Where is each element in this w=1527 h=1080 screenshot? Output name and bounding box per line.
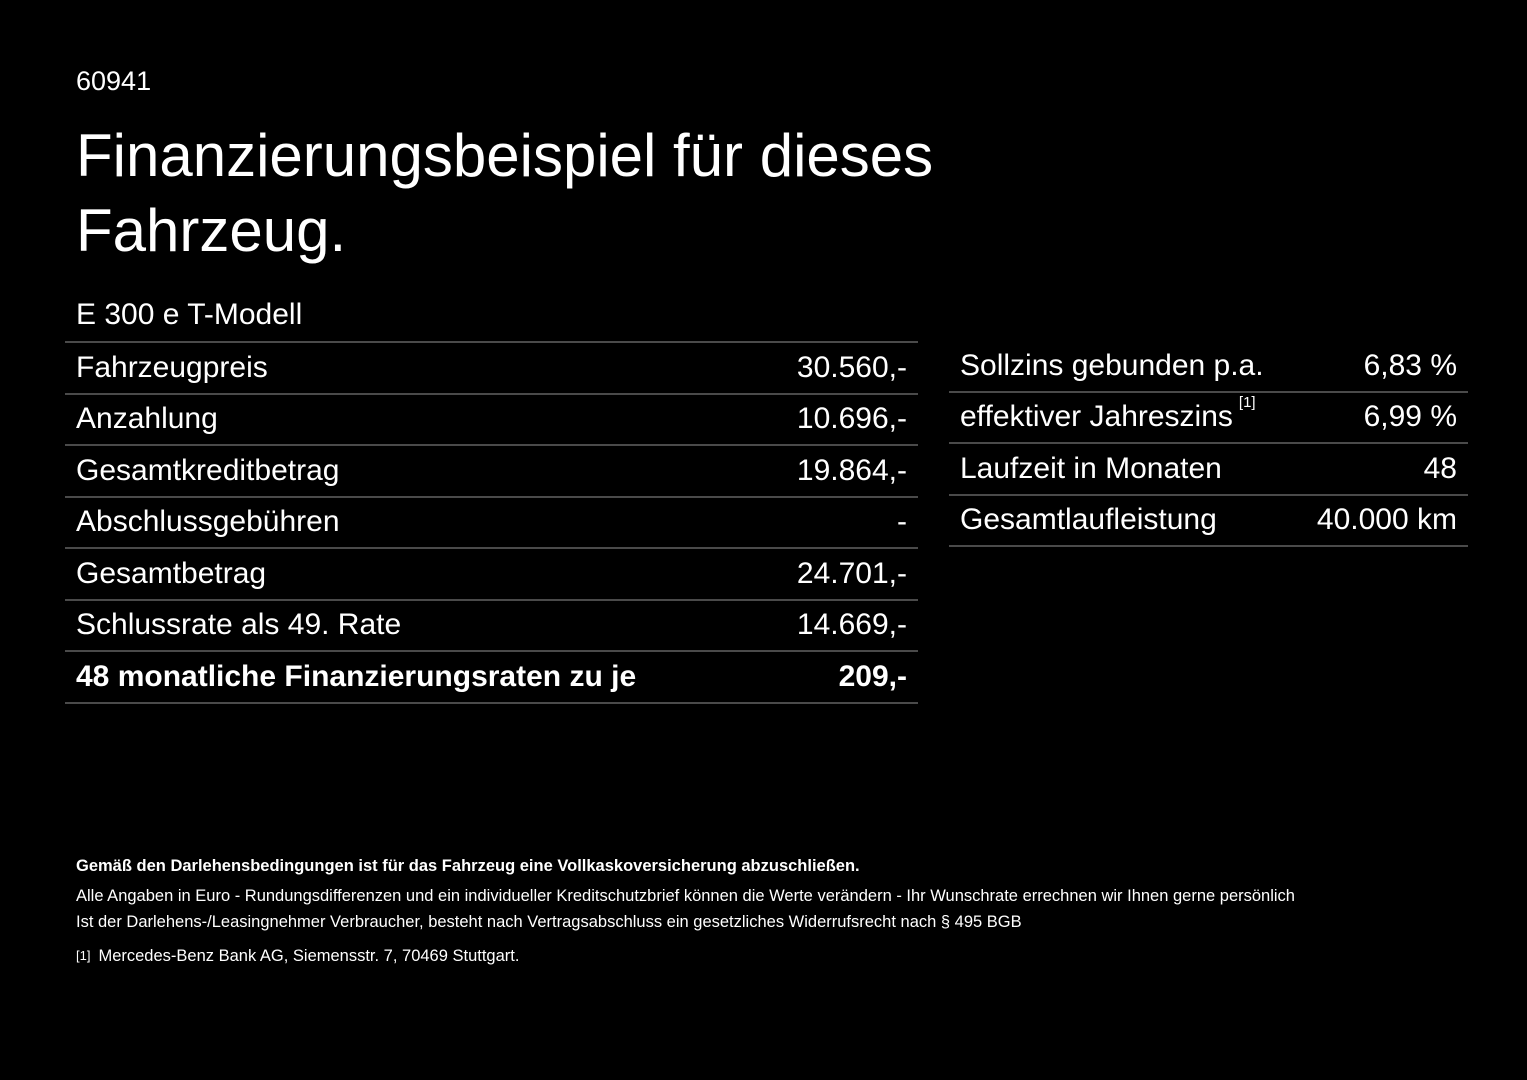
row-label: Laufzeit in Monaten <box>960 451 1222 485</box>
row-value: 24.701,- <box>796 556 907 590</box>
row-value: 209,- <box>838 659 907 693</box>
table-row: Gesamtlaufleistung 40.000 km <box>949 496 1468 547</box>
row-value: 19.864,- <box>796 453 907 487</box>
insurance-note: Gemäß den Darlehensbedingungen ist für d… <box>76 857 860 875</box>
footnote-ref: [1] <box>1238 394 1256 412</box>
legal-notes: Gemäß den Darlehensbedingungen ist für d… <box>76 853 1295 969</box>
row-value: - <box>897 505 907 539</box>
table-row: Fahrzeugpreis 30.560,- <box>65 343 918 395</box>
row-label: 48 monatliche Finanzierungsraten zu je <box>76 659 637 693</box>
model-name: E 300 e T-Modell <box>76 298 303 331</box>
table-row: Schlussrate als 49. Rate 14.669,- <box>65 601 918 652</box>
financing-table: Fahrzeugpreis 30.560,- Anzahlung 10.696,- … <box>65 341 918 704</box>
row-label: Anzahlung <box>76 402 218 436</box>
footnote: [1] Mercedes-Benz Bank AG, Siemensstr. 7,… <box>76 943 1295 969</box>
monthly-rate-row: 48 monatliche Finanzierungsraten zu je 20… <box>65 652 918 704</box>
footnote-text: Mercedes-Benz Bank AG, Siemensstr. 7, 70… <box>98 947 520 965</box>
row-value: 6,99 % <box>1363 400 1457 434</box>
table-row: effektiver Jahreszins [1] 6,99 % <box>949 393 1468 444</box>
table-row: Anzahlung 10.696,- <box>65 395 918 446</box>
row-value: 30.560,- <box>796 350 907 384</box>
row-value: 6,83 % <box>1363 348 1457 382</box>
table-row: Gesamtbetrag 24.701,- <box>65 549 918 601</box>
disclaimer-line: Ist der Darlehens-/Leasingnehmer Verbrau… <box>76 913 1022 931</box>
row-label: Sollzins gebunden p.a. <box>960 348 1264 382</box>
row-label: Fahrzeugpreis <box>76 350 268 384</box>
footnote-marker: [1] <box>76 948 91 963</box>
offer-code: 60941 <box>76 66 152 96</box>
row-label: Schlussrate als 49. Rate <box>76 608 402 642</box>
page-title: Finanzierungsbeispiel für dieses Fahrzeu… <box>76 122 934 264</box>
row-label: Gesamtlaufleistung <box>960 503 1217 537</box>
row-label: Abschlussgebühren <box>76 505 340 539</box>
table-row: Gesamtkreditbetrag 19.864,- <box>65 446 918 498</box>
table-row: Sollzins gebunden p.a. 6,83 % <box>949 341 1468 393</box>
disclaimer-line: Alle Angaben in Euro - Rundungsdifferenz… <box>76 887 1295 905</box>
row-value: 40.000 km <box>1316 503 1457 537</box>
terms-table: Sollzins gebunden p.a. 6,83 % effektiver … <box>949 341 1468 547</box>
row-label: effektiver Jahreszins <box>960 400 1233 434</box>
row-value: 48 <box>1423 451 1457 485</box>
row-value: 14.669,- <box>796 608 907 642</box>
row-value: 10.696,- <box>796 402 907 436</box>
table-row: Abschlussgebühren - <box>65 498 918 549</box>
row-label: Gesamtkreditbetrag <box>76 453 340 487</box>
table-row: Laufzeit in Monaten 48 <box>949 444 1468 496</box>
row-label: Gesamtbetrag <box>76 556 267 590</box>
